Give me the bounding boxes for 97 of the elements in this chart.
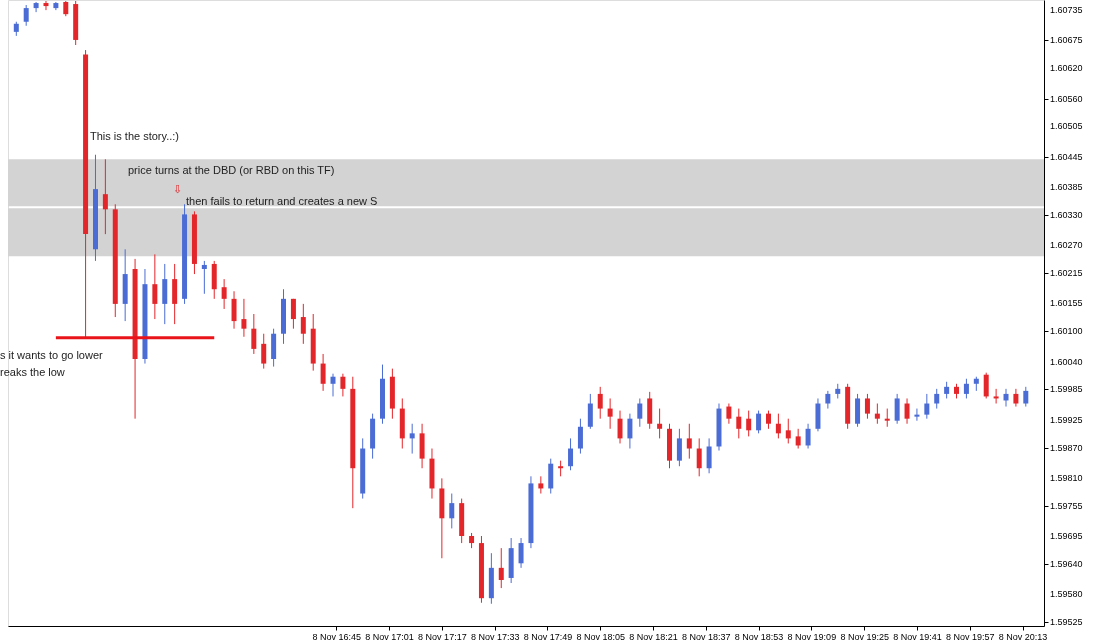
- candlestick: [756, 410, 762, 434]
- x-tick-label: 8 Nov 18:21: [629, 631, 678, 641]
- y-tick-label: 1.60330: [1050, 209, 1083, 220]
- candlestick: [300, 303, 306, 345]
- y-tick-label: 1.60385: [1050, 182, 1083, 193]
- candlestick: [587, 393, 593, 430]
- candlestick: [894, 393, 900, 425]
- candlestick: [805, 423, 811, 450]
- candlestick: [884, 408, 890, 428]
- annotation: ⇩: [172, 183, 182, 195]
- candlestick: [934, 388, 940, 410]
- candlestick: [726, 403, 732, 425]
- candlestick: [1003, 388, 1009, 408]
- candlestick: [449, 493, 455, 529]
- y-tick-label: 1.60270: [1050, 240, 1083, 251]
- y-tick-label: 1.59695: [1050, 530, 1083, 541]
- candlestick: [706, 437, 712, 474]
- y-tick-label: 1.59925: [1050, 414, 1083, 425]
- annotation: then fails to return and creates a new S: [186, 195, 378, 207]
- y-tick-label: 1.59640: [1050, 558, 1083, 569]
- x-tick-label: 8 Nov 17:49: [523, 631, 573, 641]
- candlestick: [43, 0, 49, 11]
- candlestick: [686, 423, 692, 460]
- y-tick-label: 1.59985: [1050, 384, 1083, 395]
- candlestick: [320, 353, 326, 392]
- y-tick-label: 1.60155: [1050, 298, 1083, 309]
- y-tick-label: 1.60100: [1050, 326, 1083, 337]
- candlestick: [261, 333, 267, 370]
- y-tick-label: 1.60215: [1050, 268, 1083, 279]
- candlestick: [637, 397, 643, 428]
- x-tick-label: 8 Nov 19:25: [840, 631, 889, 641]
- candlestick: [607, 397, 613, 430]
- y-tick-label: 1.60620: [1050, 63, 1083, 74]
- y-tick-label: 1.60735: [1050, 5, 1083, 16]
- annotation: s it wants to go lower: [0, 349, 104, 361]
- candlestick: [518, 537, 524, 569]
- annotation: reaks the low: [0, 366, 65, 378]
- candlestick: [746, 410, 752, 437]
- candlestick: [914, 408, 920, 422]
- y-tick-label: 1.60505: [1050, 121, 1083, 132]
- y-tick-label: 1.59525: [1050, 616, 1083, 627]
- y-tick-label: 1.60040: [1050, 356, 1083, 367]
- candlestick: [657, 408, 663, 439]
- candlestick: [290, 298, 296, 330]
- y-tick-label: 1.60560: [1050, 93, 1083, 104]
- x-tick-label: 8 Nov 17:33: [470, 631, 520, 641]
- y-tick-label: 1.59755: [1050, 500, 1083, 511]
- candlestick: [617, 410, 623, 444]
- candlestick: [201, 260, 207, 295]
- candlestick: [963, 378, 969, 399]
- candlestick: [765, 410, 771, 430]
- candlestick: [696, 437, 702, 477]
- y-tick-label: 1.59580: [1050, 589, 1083, 600]
- candlestick: [568, 437, 574, 471]
- candlestick: [23, 4, 29, 27]
- candlestick: [221, 278, 227, 310]
- x-tick-label: 8 Nov 19:41: [893, 631, 942, 641]
- annotation: This is the story..:): [90, 130, 180, 142]
- candlestick: [874, 403, 880, 425]
- candlestick: [330, 373, 336, 397]
- candlestick: [231, 290, 237, 330]
- y-tick-label: 1.59870: [1050, 442, 1083, 453]
- x-tick-label: 8 Nov 18:53: [734, 631, 784, 641]
- candlestick: [597, 386, 603, 420]
- annotation: price turns at the DBD (or RBD on this TF): [128, 164, 335, 176]
- candlestick: [775, 413, 781, 439]
- candlestick: [924, 393, 930, 420]
- candlestick: [993, 388, 999, 405]
- x-tick-label: 8 Nov 19:09: [787, 631, 837, 641]
- candlestick: [627, 413, 633, 450]
- candlestick: [33, 1, 39, 13]
- x-tick-label: 8 Nov 17:01: [365, 631, 414, 641]
- y-tick-label: 1.60445: [1050, 151, 1083, 162]
- candlestick: [795, 428, 801, 450]
- x-tick-label: 8 Nov 16:45: [312, 631, 362, 641]
- candlestick: [251, 313, 257, 355]
- candlestick: [152, 253, 158, 320]
- x-tick-label: 8 Nov 19:57: [945, 631, 995, 641]
- candlestick: [904, 397, 910, 425]
- candlestick: [102, 158, 108, 235]
- candlestick: [676, 428, 682, 467]
- candlestick: [983, 372, 989, 399]
- candlestick: [340, 373, 346, 397]
- y-tick-label: 1.60675: [1050, 35, 1083, 46]
- candlestick: [864, 393, 870, 420]
- x-tick-label: 8 Nov 18:37: [682, 631, 731, 641]
- y-tick-label: 1.59810: [1050, 472, 1083, 483]
- candlestick: [241, 298, 247, 338]
- candlestick: [785, 418, 791, 444]
- candlestick: [577, 418, 583, 455]
- candlestick: [736, 408, 742, 439]
- x-tick-label: 8 Nov 20:13: [998, 631, 1048, 641]
- candlestick: [498, 547, 504, 589]
- x-tick-label: 8 Nov 17:17: [418, 631, 467, 641]
- x-tick-label: 8 Nov 18:05: [576, 631, 625, 641]
- candlestick: [1023, 386, 1029, 408]
- candlestick: [409, 423, 415, 455]
